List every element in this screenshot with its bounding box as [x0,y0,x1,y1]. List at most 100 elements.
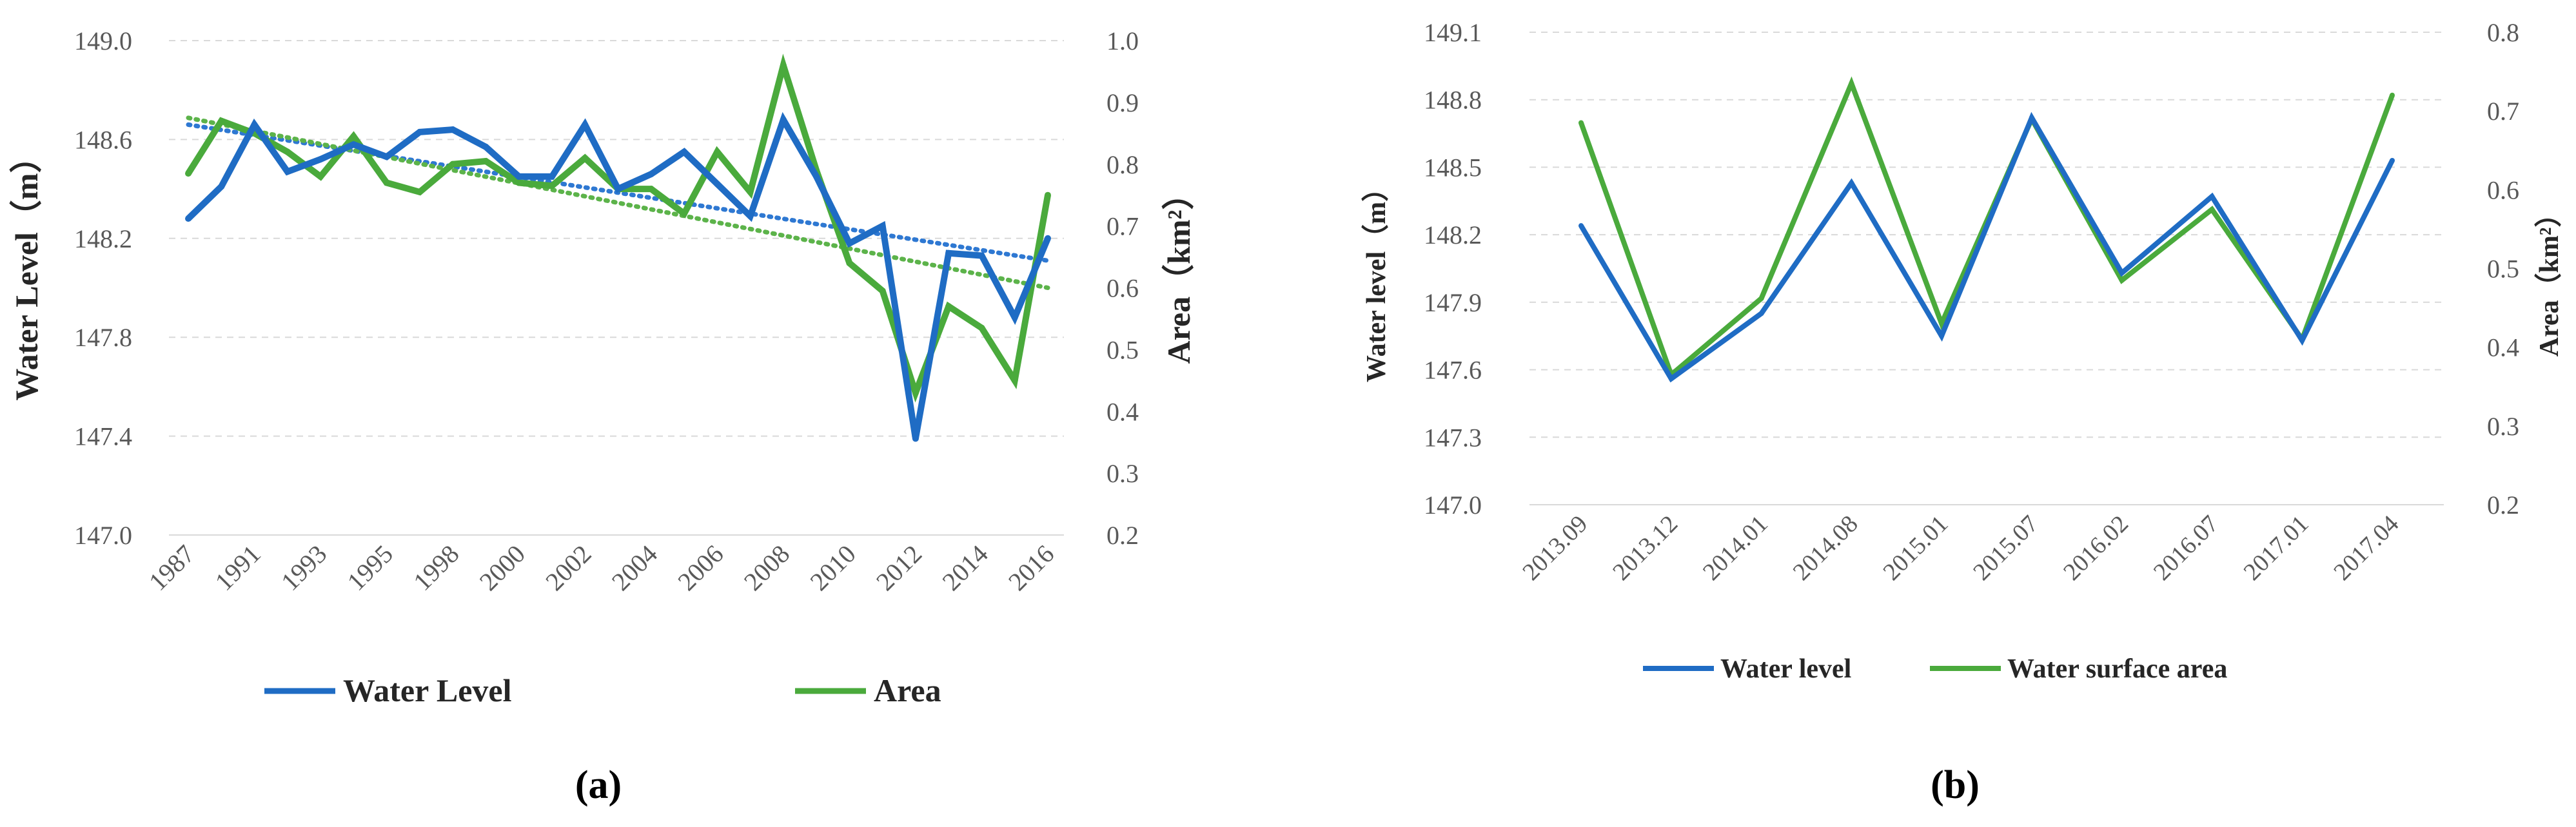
x-axis-tick-label: 1993 [275,540,332,596]
right-axis-tick-label: 0.7 [2487,97,2519,126]
data-point-water-level [449,126,457,133]
data-point-area [681,210,688,217]
left-axis-tick-label: 147.8 [74,323,132,352]
right-axis-tick-label: 0.5 [2487,255,2519,284]
chart-b-legend: Water level Water surface area [1643,654,2227,684]
x-axis-tick-label: 2004 [606,540,663,596]
x-axis-tick-label: 2014.01 [1698,511,1773,586]
chart-panel-a: 147.0 147.4 147.8 148.2 148.6 149.0 0.2 0.3 0.4… [8,26,1197,807]
x-axis-tick-label: 2013.09 [1517,511,1593,586]
chart-b-right-axis-ticks: 0.2 0.3 0.4 0.5 0.6 0.7 0.8 [2487,18,2519,520]
chart-b-right-axis-title: Area（km²） [2534,200,2564,357]
data-point-area [714,148,721,155]
data-point-water-level [1011,314,1018,321]
data-point-water-surface-area [1758,295,1764,301]
chart-a-right-axis-title: Area（km²） [1161,177,1197,364]
data-point-water-level [647,171,654,178]
x-axis-tick-label: 2014 [936,540,993,596]
data-point-water-level [515,173,522,180]
data-point-area [747,188,754,195]
right-axis-tick-label: 0.3 [1106,459,1139,488]
data-point-water-surface-area [1578,120,1584,126]
data-point-water-level [317,156,324,163]
data-point-water-level [681,148,688,155]
data-point-water-level [813,173,820,180]
left-axis-tick-label: 147.3 [1424,423,1482,452]
panel-label-b: (b) [1931,763,1980,807]
data-point-water-level [912,435,919,442]
data-point-water-level [2299,338,2305,344]
left-axis-tick-label: 147.6 [1424,356,1482,385]
data-point-area [515,179,522,186]
x-axis-tick-label: 2008 [738,540,795,596]
left-axis-tick-label: 148.8 [1424,86,1482,115]
data-point-water-level [1939,333,1945,339]
series-line-water-level [1578,112,2395,383]
right-axis-tick-label: 0.7 [1106,212,1139,241]
left-axis-tick-label: 147.0 [74,521,132,550]
data-point-water-level [1758,311,1764,316]
data-point-water-surface-area [2390,92,2395,98]
data-point-water-surface-area [2119,277,2125,283]
right-axis-tick-label: 0.4 [2487,333,2519,362]
data-point-water-level [978,252,985,259]
data-point-area [879,287,886,295]
data-point-water-level [1045,235,1051,242]
chart-a-right-axis-ticks: 0.2 0.3 0.4 0.5 0.6 0.7 0.8 0.9 1.0 [1106,26,1139,550]
right-axis-tick-label: 0.8 [1106,150,1139,179]
left-axis-tick-label: 148.5 [1424,153,1482,182]
left-axis-tick-label: 147.9 [1424,288,1482,317]
x-axis-tick-label: 2015.01 [1878,511,1953,586]
data-point-water-level [482,143,489,150]
data-point-area [780,62,787,69]
left-axis-tick-label: 147.4 [74,422,132,451]
data-point-area [912,389,919,396]
data-point-water-level [416,128,423,135]
data-point-water-level [879,222,886,229]
data-point-water-level [350,141,357,148]
x-axis-tick-label: 2014.08 [1788,511,1863,586]
data-point-area [482,157,489,164]
data-point-water-level [1578,223,1584,229]
right-axis-tick-label: 0.5 [1106,335,1139,364]
x-axis-tick-label: 2002 [540,540,596,596]
legend-water-surface-area-label: Water surface area [2007,654,2227,684]
data-point-water-level [2209,193,2215,199]
chart-b-left-axis-ticks: 147.0 147.3 147.6 147.9 148.2 148.5 148.8 149.1 [1424,18,1482,520]
legend-water-level-label-b: Water level [1720,654,1851,684]
data-point-area [185,170,192,177]
left-axis-tick-label: 149.0 [74,26,132,55]
data-point-area [582,155,589,162]
data-point-area [945,303,952,310]
left-axis-tick-label: 149.1 [1424,18,1482,47]
data-point-water-surface-area [1939,321,1945,327]
x-axis-tick-label: 1991 [210,540,266,596]
chart-a-series [185,54,1051,442]
x-axis-tick-label: 2016.07 [2148,511,2224,586]
chart-a-trendlines [186,115,1050,290]
x-axis-tick-label: 2017.04 [2328,511,2404,586]
chart-b-x-axis-ticks: 2013.09 2013.12 2014.01 2014.08 2015.01 2015.… [1517,511,2404,586]
legend-water-level-label: Water Level [343,672,512,708]
data-point-area [350,133,357,140]
data-point-water-level [582,121,589,128]
chart-a-legend: Water Level Area [264,672,941,708]
data-point-water-level [548,173,555,180]
data-point-water-level [2119,270,2125,276]
chart-b-left-axis-title: Water level（m） [1361,175,1391,382]
data-point-water-level [846,240,853,247]
data-point-water-level [714,180,721,188]
x-axis-tick-label: 2006 [672,540,729,596]
x-axis-tick-label: 2010 [804,540,861,596]
chart-b-gridlines [1529,32,2444,505]
data-point-water-level [383,153,390,161]
x-axis-tick-label: 1995 [342,540,398,596]
x-axis-tick-label: 1998 [408,540,464,596]
left-axis-tick-label: 148.6 [74,125,132,154]
data-point-area [284,148,291,155]
data-point-water-level [945,249,952,257]
left-axis-tick-label: 148.2 [74,224,132,253]
data-point-water-level [284,168,291,175]
x-axis-tick-label: 2000 [474,540,531,596]
data-point-area [449,161,457,168]
